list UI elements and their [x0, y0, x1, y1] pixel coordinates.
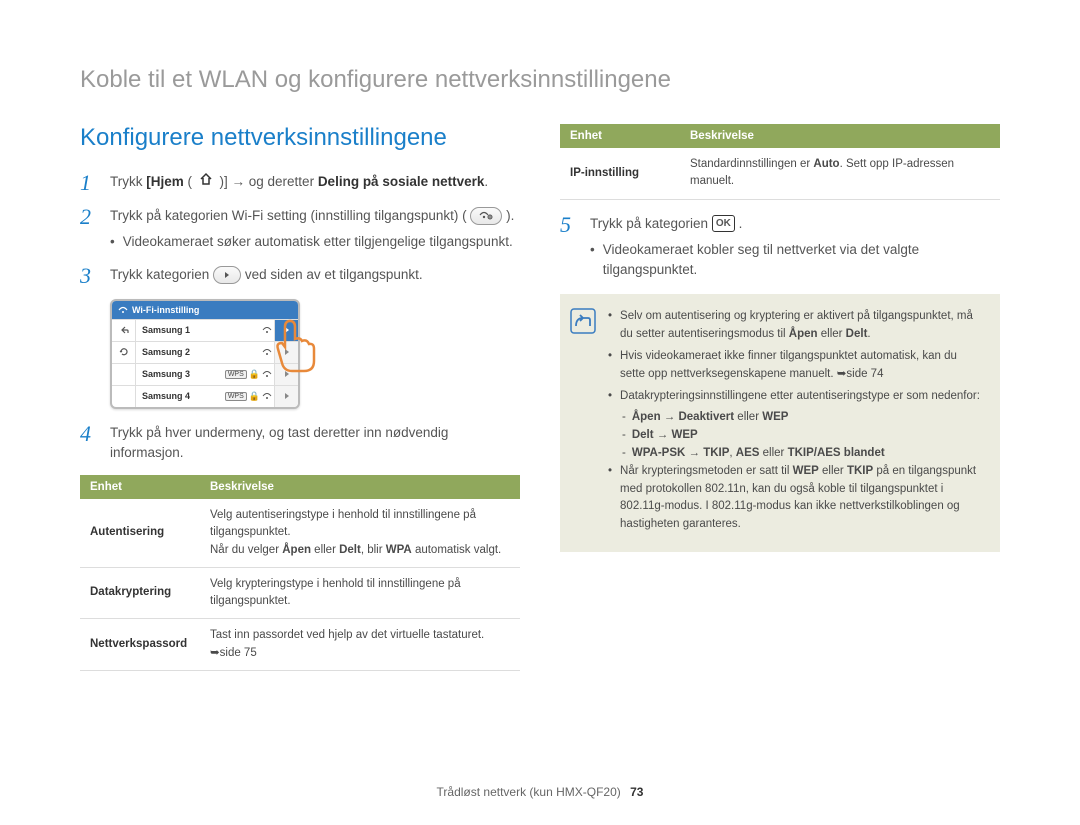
left-column: Konfigurere nettverksinnstillingene 1 Tr…: [80, 124, 520, 671]
table-val: Velg krypteringstype i henhold til innst…: [200, 567, 520, 619]
table-val: Velg autentiseringstype i henhold til in…: [200, 499, 520, 567]
step-body: Trykk [Hjem ( )] → og deretter Deling på…: [110, 172, 520, 194]
page-number: 73: [630, 785, 643, 799]
right-column: EnhetBeskrivelse IP-innstillingStandardi…: [560, 124, 1000, 671]
note-sub: Delt → WEP: [622, 427, 984, 445]
table-row: AutentiseringVelg autentiseringstype i h…: [80, 499, 520, 567]
wifi-signal-icon: [262, 392, 272, 400]
text: Videokameraet kobler seg til nettverket …: [603, 240, 1000, 281]
page-title: Koble til et WLAN og konfigurere nettver…: [80, 66, 1000, 94]
table-key: Nettverkspassord: [80, 619, 200, 671]
step-number: 2: [80, 206, 98, 253]
step-number: 1: [80, 172, 98, 194]
table-header: Beskrivelse: [680, 124, 1000, 148]
step-number: 5: [560, 214, 578, 281]
step-body: Trykk kategorien ved siden av et tilgang…: [110, 265, 520, 287]
table-val: Standardinnstillingen er Auto. Sett opp …: [680, 148, 1000, 199]
ok-icon: OK: [712, 215, 735, 232]
footer-text: Trådløst nettverk (kun HMX-QF20): [437, 785, 621, 799]
wifi-network-name: Samsung 1: [136, 325, 262, 335]
arrow-right-icon: [213, 266, 241, 284]
table-row: NettverkspassordTast inn passordet ved h…: [80, 619, 520, 671]
spacer: [112, 386, 136, 407]
table-key: Datakryptering: [80, 567, 200, 619]
note-icon: [570, 308, 596, 538]
text: Datakrypteringsinnstillingene etter aute…: [620, 388, 980, 406]
step-number: 4: [80, 423, 98, 464]
table-header: Beskrivelse: [200, 475, 520, 499]
wifi-select-button: [274, 386, 298, 407]
step-body: Trykk på hver undermeny, og tast derette…: [110, 423, 520, 464]
step-5: 5 Trykk på kategorien OK . Videokameraet…: [560, 214, 1000, 281]
wifi-panel-title: Wi-Fi-innstilling: [132, 305, 199, 315]
step-3: 3 Trykk kategorien ved siden av et tilga…: [80, 265, 520, 287]
step-number: 3: [80, 265, 98, 287]
text: ).: [506, 208, 514, 223]
step-4: 4 Trykk på hver undermeny, og tast deret…: [80, 423, 520, 464]
arrow-icon: →: [232, 174, 246, 189]
step-1: 1 Trykk [Hjem ( )] → og deretter Deling …: [80, 172, 520, 194]
text: Videokameraet søker automatisk etter til…: [123, 232, 513, 252]
lock-icon: 🔒: [249, 369, 260, 380]
text: Trykk på kategorien: [590, 216, 712, 231]
table-header: Enhet: [80, 475, 200, 499]
note-list: Selv om autentisering og kryptering er a…: [608, 308, 984, 538]
refresh-icon: [112, 342, 136, 363]
text: Trykk kategorien: [110, 267, 213, 282]
wps-badge: WPS: [225, 370, 247, 379]
text: )]: [216, 174, 232, 189]
note-sub: WPA-PSK → TKIP, AES eller TKIP/AES bland…: [622, 445, 984, 463]
spacer: [112, 364, 136, 385]
wifi-settings-mockup: Wi-Fi-innstilling Samsung 1 Samsung 2 S: [110, 299, 320, 409]
bullet: Videokameraet kobler seg til nettverket …: [590, 240, 1000, 281]
text-bold: Deling på sosiale nettverk: [318, 174, 485, 189]
section-heading: Konfigurere nettverksinnstillingene: [80, 124, 520, 152]
note-box: Selv om autentisering og kryptering er a…: [560, 294, 1000, 552]
table-val: Tast inn passordet ved hjelp av det virt…: [200, 619, 520, 671]
table-row: IP-innstillingStandardinnstillingen er A…: [560, 148, 1000, 199]
step-body: Trykk på kategorien OK . Videokameraet k…: [590, 214, 1000, 281]
text-bold: [Hjem: [146, 174, 184, 189]
bullet: Videokameraet søker automatisk etter til…: [110, 232, 520, 252]
wps-badge: WPS: [225, 392, 247, 401]
text: Trykk: [110, 174, 146, 189]
text: ved siden av et tilgangspunkt.: [245, 267, 423, 282]
step-2: 2 Trykk på kategorien Wi-Fi setting (inn…: [80, 206, 520, 253]
note-item: Hvis videokameraet ikke finner tilgangsp…: [608, 348, 984, 384]
note-sub: Åpen → Deaktivert eller WEP: [622, 409, 984, 427]
note-item: Når krypteringsmetoden er satt til WEP e…: [608, 463, 984, 534]
pointing-hand-icon: [270, 319, 320, 379]
table-row: DatakrypteringVelg krypteringstype i hen…: [80, 567, 520, 619]
wifi-network-name: Samsung 2: [136, 347, 262, 357]
note-item: Selv om autentisering og kryptering er a…: [608, 308, 984, 344]
wifi-row: Samsung 4 WPS🔒: [112, 385, 298, 407]
wifi-network-name: Samsung 3: [136, 369, 225, 379]
text: .: [739, 216, 743, 231]
home-icon: [199, 172, 213, 192]
table-key: Autentisering: [80, 499, 200, 567]
step-body: Trykk på kategorien Wi-Fi setting (innst…: [110, 206, 520, 253]
text: (: [184, 174, 196, 189]
wifi-panel-header: Wi-Fi-innstilling: [112, 301, 298, 319]
text: Trykk på kategorien Wi-Fi setting (innst…: [110, 208, 467, 223]
back-icon: [112, 320, 136, 341]
wifi-network-name: Samsung 4: [136, 391, 225, 401]
table-key: IP-innstilling: [560, 148, 680, 199]
text: og deretter: [245, 174, 318, 189]
table-header: Enhet: [560, 124, 680, 148]
text: Hvis videokameraet ikke finner tilgangsp…: [620, 348, 984, 384]
settings-table-2: EnhetBeskrivelse IP-innstillingStandardi…: [560, 124, 1000, 200]
text: .: [484, 174, 488, 189]
lock-icon: 🔒: [249, 391, 260, 402]
wifi-setting-icon: [470, 207, 502, 225]
page-footer: Trådløst nettverk (kun HMX-QF20) 73: [0, 785, 1080, 799]
settings-table-1: EnhetBeskrivelse AutentiseringVelg auten…: [80, 475, 520, 671]
note-item: Datakrypteringsinnstillingene etter aute…: [608, 388, 984, 406]
